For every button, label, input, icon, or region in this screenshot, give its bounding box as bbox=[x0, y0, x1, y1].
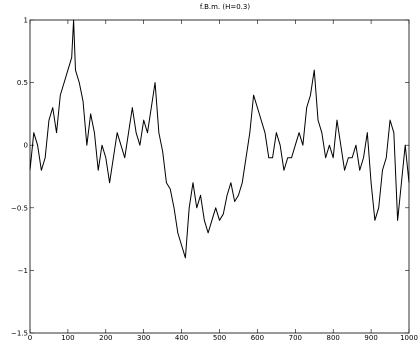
x-tick-label: 700 bbox=[289, 334, 302, 340]
axis-ticks: 0 100 200 300 400 500 600 700 800 900 1000 −1.5 −1 −0… bbox=[11, 17, 418, 340]
y-tick-label: 0 bbox=[24, 142, 28, 150]
x-tick-label: 1000 bbox=[400, 334, 418, 340]
y-tick-label: 0.5 bbox=[17, 79, 28, 87]
plot-area bbox=[29, 19, 410, 334]
x-tick-label: 400 bbox=[175, 334, 188, 340]
y-tick-label: −1.5 bbox=[11, 330, 28, 338]
x-tick-label: 500 bbox=[213, 334, 226, 340]
x-tick-label: 200 bbox=[99, 334, 112, 340]
y-tick-label: −0.5 bbox=[11, 204, 28, 212]
y-tick-label: −1 bbox=[18, 267, 28, 275]
series-line bbox=[29, 19, 410, 259]
x-tick-label: 100 bbox=[61, 334, 74, 340]
x-tick-label: 300 bbox=[137, 334, 150, 340]
x-tick-label: 900 bbox=[364, 334, 377, 340]
x-tick-label: 600 bbox=[251, 334, 264, 340]
x-tick-label: 0 bbox=[28, 334, 32, 340]
y-tick-label: 1 bbox=[24, 17, 28, 25]
x-tick-label: 800 bbox=[327, 334, 340, 340]
chart-title: f.B.m. (H=0.3) bbox=[200, 3, 250, 11]
series-layer bbox=[29, 19, 410, 259]
